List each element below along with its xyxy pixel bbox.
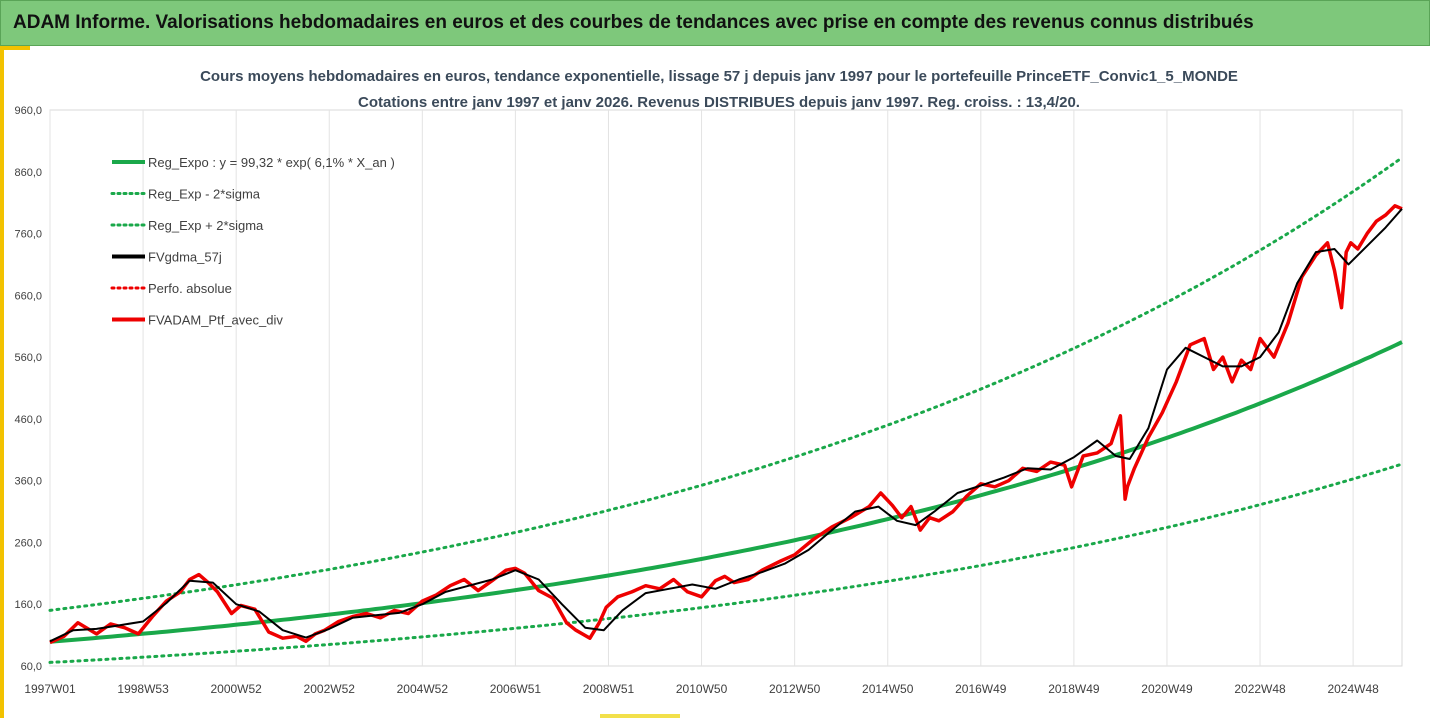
series-reg-exp-plus-2sigma [48,156,1404,612]
series-fvgdma-57j [49,208,1403,643]
y-tick-label: 860,0 [14,167,42,179]
series-fvadam-ptf-avec-div [49,204,1403,645]
x-tick-label: 2006W51 [490,682,542,696]
accent-stripe-top [4,46,30,50]
accent-stripe-left [0,46,4,718]
chart-subtitle: Cotations entre janv 1997 et janv 2026. … [358,94,1080,111]
legend-label: Reg_Exp - 2*sigma [148,187,261,202]
y-tick-label: 560,0 [14,352,42,364]
x-tick-label: 2012W50 [769,682,821,696]
banner: ADAM Informe. Valorisations hebdomadaire… [0,0,1430,46]
y-tick-label: 460,0 [14,414,42,426]
x-axis: 1997W01 1998W53 2000W52 2002W52 2004W52 2006W… [24,682,1379,696]
chart-title: Cours moyens hebdomadaires en euros, ten… [200,68,1238,85]
legend: Reg_Expo : y = 99,32 * exp( 6,1% * X_an … [110,155,395,328]
x-tick-label: 2008W51 [583,682,635,696]
banner-title: ADAM Informe. Valorisations hebdomadaire… [13,12,1254,33]
y-axis: 60,0 160,0 260,0 360,0 460,0 560,0 660,0 760,0 8… [14,105,42,673]
x-tick-label: 1998W53 [117,682,169,696]
grid [49,109,1403,667]
plot-lines [48,156,1404,664]
y-tick-label: 660,0 [14,290,42,302]
x-tick-label: 1997W01 [24,682,76,696]
y-tick-label: 260,0 [14,537,42,549]
y-tick-label: 760,0 [14,229,42,241]
y-tick-label: 960,0 [14,105,42,117]
x-tick-label: 2000W52 [210,682,262,696]
y-tick-label: 60,0 [21,661,42,673]
y-tick-label: 360,0 [14,476,42,488]
legend-label: Reg_Expo : y = 99,32 * exp( 6,1% * X_an … [148,155,395,170]
y-tick-label: 160,0 [14,599,42,611]
legend-label: Perfo. absolue [148,281,232,296]
series-reg-exp-minus-2sigma [48,462,1404,664]
legend-label: FVADAM_Ptf_avec_div [148,313,283,328]
x-tick-label: 2022W48 [1234,682,1286,696]
x-tick-label: 2014W50 [862,682,914,696]
series-reg-expo [49,340,1403,644]
x-tick-label: 2004W52 [397,682,449,696]
x-tick-label: 2024W48 [1327,682,1379,696]
x-tick-label: 2020W49 [1141,682,1193,696]
x-tick-label: 2002W52 [304,682,356,696]
accent-stripe-bottom [600,714,680,718]
legend-label: Reg_Exp + 2*sigma [148,218,264,233]
x-tick-label: 2016W49 [955,682,1007,696]
x-tick-label: 2010W50 [676,682,728,696]
x-tick-label: 2018W49 [1048,682,1100,696]
legend-label: FVgdma_57j [148,250,222,265]
